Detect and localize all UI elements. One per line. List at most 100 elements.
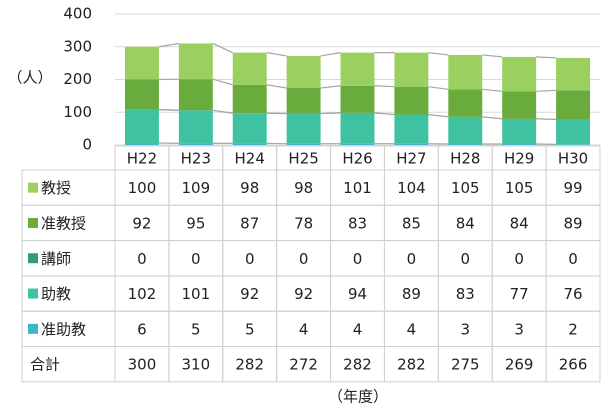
bar-segment	[502, 91, 536, 119]
table-value: 92	[132, 214, 151, 232]
table-value: 105	[505, 179, 534, 197]
table-value: 300	[128, 356, 157, 374]
bar-segment	[179, 79, 213, 110]
series-line	[267, 53, 287, 56]
legend-label: 助教	[41, 285, 71, 303]
bar-segment	[341, 86, 375, 113]
bar-segment	[556, 90, 590, 119]
table-value: 0	[137, 250, 147, 268]
x-tick-label: H28	[450, 150, 480, 168]
bar-segment	[233, 113, 267, 143]
table-value: 105	[451, 179, 480, 197]
bar-segment	[341, 113, 375, 144]
table-value: 83	[456, 285, 475, 303]
table-value: 282	[343, 356, 372, 374]
legend-label: 准助教	[41, 320, 86, 338]
y-tick-label: 300	[63, 37, 92, 55]
x-tick-label: H24	[235, 150, 265, 168]
table-value: 266	[559, 356, 588, 374]
bar-segment	[341, 144, 375, 145]
table-value: 0	[299, 250, 309, 268]
table-value: 83	[348, 214, 367, 232]
table-value: 95	[186, 214, 205, 232]
table-value: 3	[461, 320, 471, 338]
table-value: 275	[451, 356, 480, 374]
series-line	[159, 110, 179, 111]
bar-segment	[125, 143, 159, 145]
series-line	[482, 89, 502, 91]
table-value: 87	[240, 214, 259, 232]
legend-key	[28, 324, 38, 334]
table-value: 282	[235, 356, 264, 374]
legend-key	[28, 289, 38, 299]
x-tick-label: H25	[288, 150, 318, 168]
table-value: 92	[294, 285, 313, 303]
bar-segment	[556, 144, 590, 145]
bar-segment	[448, 89, 482, 117]
series-line	[321, 53, 341, 56]
table-value: 78	[294, 214, 313, 232]
table-value: 76	[564, 285, 583, 303]
table-value: 109	[182, 179, 211, 197]
bar-segment	[394, 144, 428, 145]
bar-segment	[233, 53, 267, 85]
bar-segment	[502, 119, 536, 144]
bar-segment	[502, 57, 536, 91]
series-line	[213, 79, 233, 85]
table-value: 5	[191, 320, 201, 338]
table-value: 4	[407, 320, 417, 338]
legend-key	[28, 218, 38, 228]
bar-segment	[233, 143, 267, 145]
bar-segment	[341, 53, 375, 86]
table-value: 0	[353, 250, 363, 268]
table-value: 99	[564, 179, 583, 197]
legend-key	[28, 183, 38, 193]
table-value: 310	[182, 356, 211, 374]
bar-segment	[125, 47, 159, 80]
table-value: 94	[348, 285, 367, 303]
table-value: 104	[397, 179, 426, 197]
series-line	[428, 87, 448, 90]
series-line	[428, 115, 448, 117]
table-value: 85	[402, 214, 421, 232]
table-value: 101	[182, 285, 211, 303]
bar-segment	[179, 143, 213, 145]
legend-label: 合計	[30, 356, 60, 374]
x-tick-label: H27	[396, 150, 426, 168]
table-value: 4	[353, 320, 363, 338]
bar-segment	[448, 144, 482, 145]
table-value: 0	[461, 250, 471, 268]
series-line	[374, 86, 394, 87]
series-line	[267, 85, 287, 88]
y-tick-label: 200	[63, 70, 92, 88]
x-axis-label: （年度）	[328, 388, 388, 406]
series-line	[536, 57, 556, 58]
bar-segment	[394, 53, 428, 87]
table-value: 3	[514, 320, 524, 338]
table-value: 89	[402, 285, 421, 303]
table-value: 84	[510, 214, 529, 232]
x-tick-label: H30	[558, 150, 588, 168]
series-line	[482, 55, 502, 57]
bar-segment	[394, 87, 428, 115]
legend-label: 講師	[41, 250, 71, 268]
y-tick-label: 400	[63, 5, 92, 23]
bar-segment	[502, 144, 536, 145]
table-value: 2	[568, 320, 578, 338]
table-value: 98	[294, 179, 313, 197]
legend-label: 准教授	[41, 214, 86, 232]
bar-segment	[287, 114, 321, 144]
bar-segment	[448, 117, 482, 144]
table-value: 0	[514, 250, 524, 268]
bar-segment	[287, 144, 321, 145]
table-value: 0	[191, 250, 201, 268]
table-value: 6	[137, 320, 147, 338]
table-value: 4	[299, 320, 309, 338]
table-value: 101	[343, 179, 372, 197]
bar-segment	[125, 110, 159, 143]
series-line	[321, 113, 341, 114]
bar-segment	[287, 56, 321, 88]
table-value: 0	[568, 250, 578, 268]
legend-key	[28, 253, 38, 263]
